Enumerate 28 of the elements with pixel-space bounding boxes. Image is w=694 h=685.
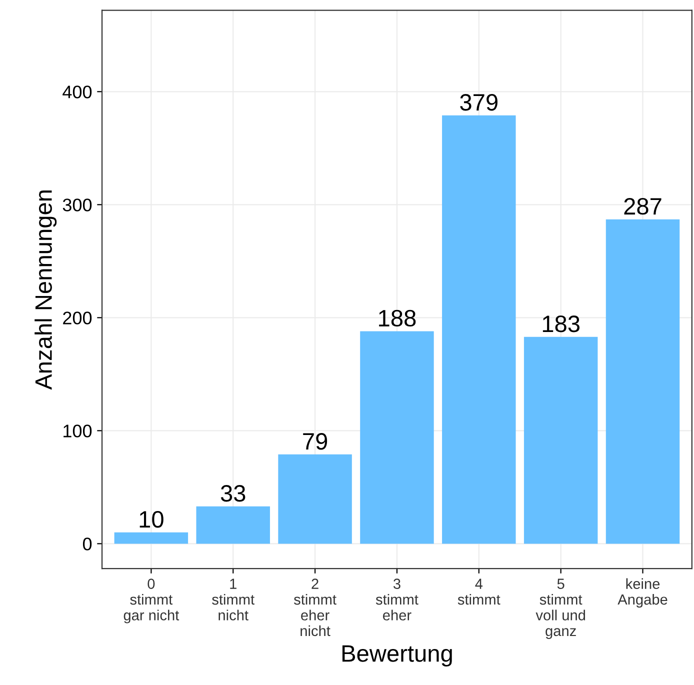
bar: [442, 115, 516, 544]
x-tick-label: 0 stimmt gar nicht: [124, 578, 180, 624]
y-tick-label: 100: [64, 424, 92, 438]
x-tick-label: keine Angabe: [618, 578, 668, 608]
y-tick-label: 300: [62, 198, 92, 212]
x-tick-label: 4 stimmt: [458, 578, 500, 605]
data-label: 10: [140, 511, 164, 528]
x-tick-label: 2 stimmt eher nicht: [294, 578, 336, 636]
x-axis-title: Bewertung: [342, 645, 452, 667]
bar: [524, 336, 598, 544]
data-label: 379: [460, 94, 498, 111]
y-axis-title: Anzahl Nennungen: [34, 190, 57, 390]
data-label: 188: [379, 310, 416, 327]
bar: [360, 331, 434, 544]
data-label: 287: [624, 198, 662, 215]
bar: [278, 454, 352, 544]
bar: [606, 219, 680, 544]
x-tick-label: 3 stimmt eher: [376, 578, 418, 620]
y-tick-label: 200: [63, 312, 92, 324]
data-label: 33: [220, 485, 246, 502]
x-tick-label: 1 stimmt nicht: [212, 578, 254, 620]
y-tick-label: 400: [62, 86, 92, 98]
data-label: 183: [542, 315, 580, 332]
x-tick-label: 5 stimmt voll und ganz: [536, 578, 586, 639]
data-label: 79: [303, 433, 328, 450]
y-tick-label: 0: [82, 538, 92, 550]
bar: [114, 532, 188, 544]
bar: [196, 506, 270, 544]
